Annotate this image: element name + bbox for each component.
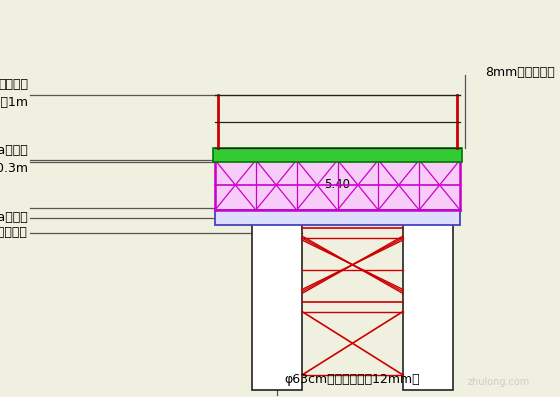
Text: 纵向间距0.3m: 纵向间距0.3m xyxy=(0,162,28,175)
Text: zhulong.com: zhulong.com xyxy=(468,377,530,387)
Bar xyxy=(403,223,453,390)
Text: 纵向间距1m: 纵向间距1m xyxy=(0,96,28,110)
Text: 两根I40a工字钢: 两根I40a工字钢 xyxy=(0,211,28,224)
Bar xyxy=(213,148,462,162)
Bar xyxy=(215,160,460,210)
Text: 10号槽钢剪刀撑: 10号槽钢剪刀撑 xyxy=(0,227,28,239)
Text: 5.40: 5.40 xyxy=(324,179,351,191)
Bar xyxy=(215,210,460,225)
Text: 8mm厚防滑钢板: 8mm厚防滑钢板 xyxy=(486,66,555,79)
Text: φ63cm钢管桩（壁厚12mm）: φ63cm钢管桩（壁厚12mm） xyxy=(284,374,421,387)
Bar xyxy=(252,223,302,390)
Text: I10a工字钢: I10a工字钢 xyxy=(0,145,28,158)
Text: 防护栏杆: 防护栏杆 xyxy=(0,79,28,91)
